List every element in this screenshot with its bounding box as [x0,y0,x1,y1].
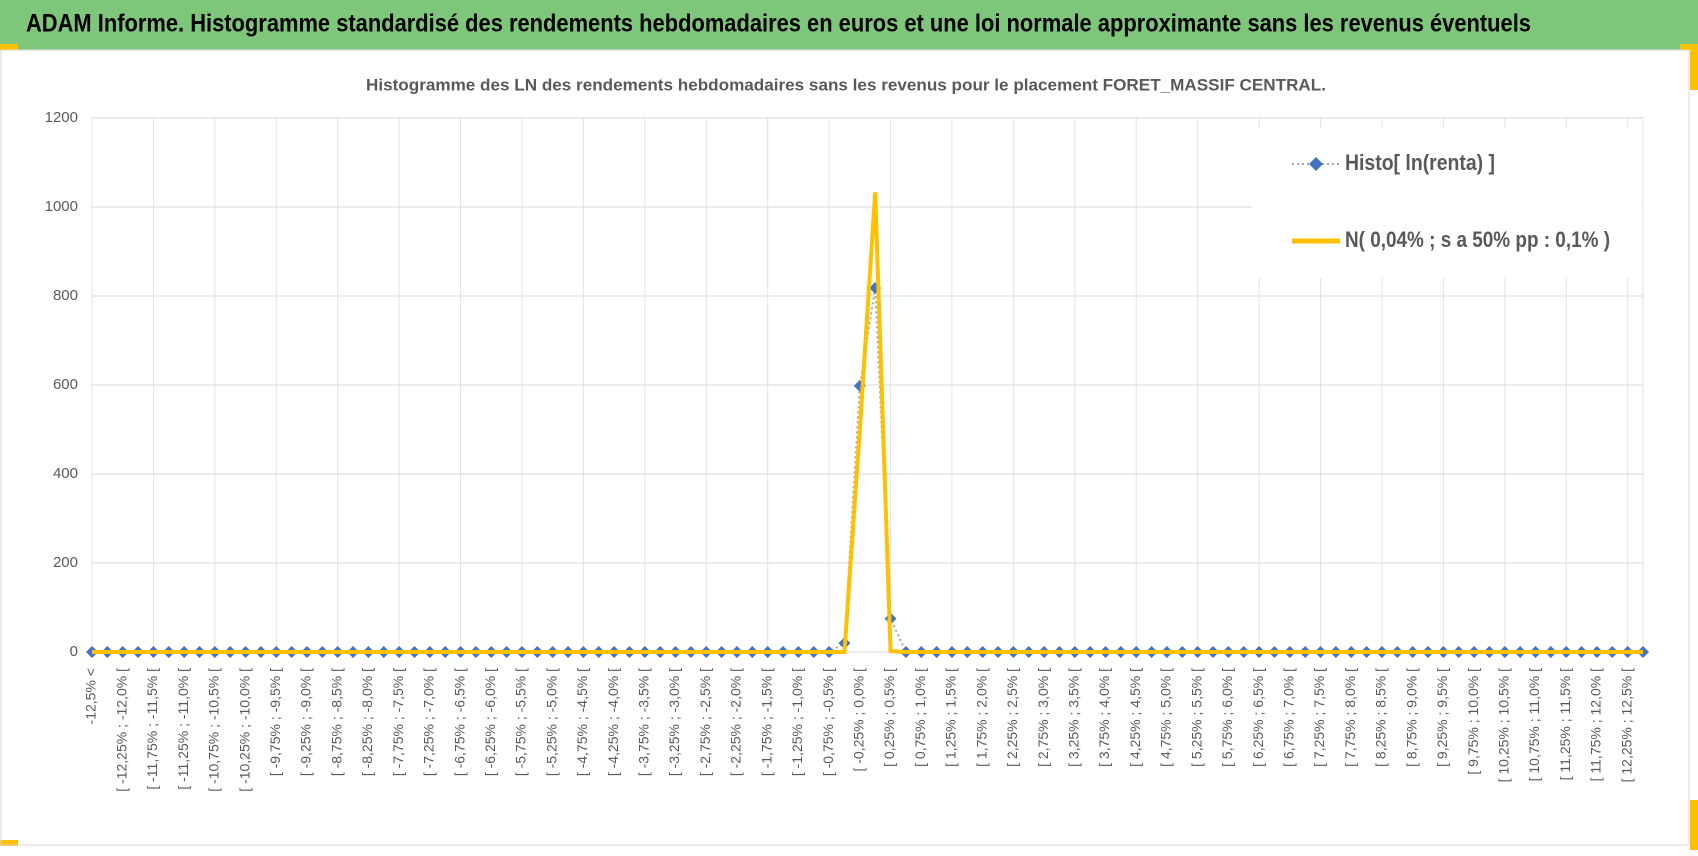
x-tick-label: [ -6,25% ; -6,0% [ [482,668,498,776]
x-tick-label: [ 7,25% ; 7,5% [ [1311,668,1327,767]
x-tick-label: [ 1,25% ; 1,5% [ [943,668,959,767]
x-tick-label: [ -11,25% ; -11,0% [ [175,668,191,790]
y-tick-label: 600 [53,376,78,393]
x-tick-label: [ 11,25% ; 11,5% [ [1557,668,1573,780]
x-tick-label: [ -4,75% ; -4,5% [ [574,668,590,776]
x-tick-label: [ 8,75% ; 9,0% [ [1403,668,1419,767]
y-tick-label: 400 [53,465,78,482]
x-tick-label: [ -8,25% ; -8,0% [ [359,668,375,776]
corner-mark [1690,800,1698,850]
y-tick-label: 1200 [45,109,78,126]
x-tick-label: [ 5,75% ; 6,0% [ [1219,668,1235,767]
x-tick-label: [ 6,75% ; 7,0% [ [1281,668,1297,767]
x-tick-label: [ -7,75% ; -7,5% [ [390,668,406,776]
x-tick-label: [ -12,25% ; -12,0% [ [113,668,129,792]
x-tick-label: [ -4,25% ; -4,0% [ [605,668,621,776]
x-tick-label: [ -0,25% ; 0,0% [ [851,668,867,772]
page-title: ADAM Informe. Histogramme standardisé de… [26,10,1531,38]
x-tick-label: [ -10,75% ; -10,5% [ [206,668,222,792]
x-tick-label: [ -10,25% ; -10,0% [ [236,668,252,792]
x-tick-label: [ 9,25% ; 9,5% [ [1434,668,1450,767]
x-tick-label: [ 12,25% ; 12,5% [ [1618,668,1634,783]
x-tick-label: [ -2,25% ; -2,0% [ [728,668,744,776]
x-tick-label: [ -7,25% ; -7,0% [ [421,668,437,776]
x-tick-label: [ 3,75% ; 4,0% [ [1096,668,1112,767]
x-tick-label: [ 2,25% ; 2,5% [ [1004,668,1020,767]
x-tick-label: [ -6,75% ; -6,5% [ [451,668,467,776]
x-tick-label: [ 4,25% ; 4,5% [ [1127,668,1143,767]
x-tick-label: [ 9,75% ; 10,0% [ [1465,668,1481,775]
x-tick-label: -12,5% < [83,668,99,724]
x-tick-label: [ -11,75% ; -11,5% [ [144,668,160,790]
x-tick-label: [ 4,75% ; 5,0% [ [1158,668,1174,767]
legend-box [1252,128,1642,278]
x-tick-label: [ 1,75% ; 2,0% [ [973,668,989,767]
chart-title: Histogramme des LN des rendements hebdom… [366,75,1326,94]
x-tick-label: [ 0,25% ; 0,5% [ [881,668,897,767]
x-tick-label: [ 10,25% ; 10,5% [ [1495,668,1511,783]
x-tick-label: [ 6,25% ; 6,5% [ [1250,668,1266,767]
x-tick-label: [ -0,75% ; -0,5% [ [820,668,836,776]
x-tick-label: [ 11,75% ; 12,0% [ [1588,668,1604,781]
legend-marker [1309,157,1323,171]
x-tick-label: [ 7,75% ; 8,0% [ [1342,668,1358,767]
y-tick-label: 0 [70,643,78,660]
x-tick-label: [ -1,25% ; -1,0% [ [789,668,805,776]
x-tick-label: [ -3,75% ; -3,5% [ [636,668,652,776]
x-tick-label: [ -9,75% ; -9,5% [ [267,668,283,776]
x-tick-label: [ -8,75% ; -8,5% [ [328,668,344,776]
corner-mark [1690,50,1698,90]
x-tick-label: [ 0,75% ; 1,0% [ [912,668,928,767]
x-tick-label: [ 10,75% ; 11,0% [ [1526,668,1542,781]
chart-border [0,49,1690,846]
y-tick-label: 800 [53,287,78,304]
x-tick-label: [ -5,75% ; -5,5% [ [513,668,529,776]
corner-mark [0,44,18,50]
y-tick-label: 1000 [45,198,78,215]
x-tick-label: [ -2,75% ; -2,5% [ [697,668,713,776]
corner-mark [1680,44,1698,50]
x-tick-label: [ 8,25% ; 8,5% [ [1373,668,1389,767]
x-tick-label: [ -9,25% ; -9,0% [ [298,668,314,776]
x-tick-label: [ 3,25% ; 3,5% [ [1066,668,1082,767]
y-tick-label: 200 [53,554,78,571]
legend-label: Histo[ ln(renta) ] [1345,150,1495,175]
corner-mark [0,840,18,846]
legend-label: N( 0,04% ; s a 50% pp : 0,1% ) [1345,227,1610,252]
x-tick-label: [ -1,75% ; -1,5% [ [758,668,774,776]
x-tick-label: [ 5,25% ; 5,5% [ [1188,668,1204,767]
header-bar [0,0,1698,50]
series-line [92,192,1643,654]
x-tick-label: [ -3,25% ; -3,0% [ [666,668,682,776]
x-tick-label: [ -5,25% ; -5,0% [ [543,668,559,776]
x-tick-label: [ 2,75% ; 3,0% [ [1035,668,1051,767]
